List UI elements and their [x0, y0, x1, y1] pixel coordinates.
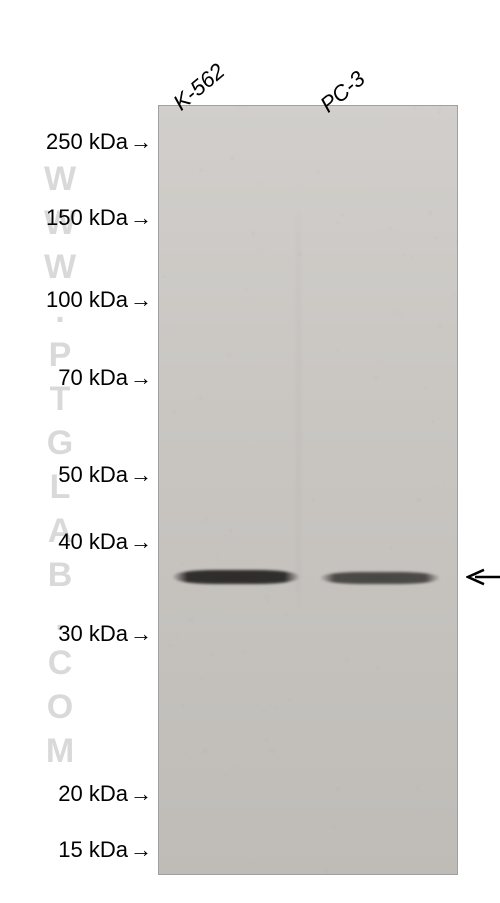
arrow-right-icon: →: [130, 365, 152, 391]
mw-marker-label: 150 kDa→: [46, 205, 152, 231]
mw-marker-text: 70 kDa: [58, 365, 128, 390]
mw-marker-text: 40 kDa: [58, 529, 128, 554]
arrow-right-icon: →: [130, 205, 152, 231]
mw-marker-label: 70 kDa→: [58, 365, 152, 391]
protein-band: [320, 572, 440, 584]
mw-marker-label: 40 kDa→: [58, 529, 152, 555]
blot-streak: [296, 210, 301, 610]
arrow-right-icon: →: [130, 129, 152, 155]
mw-marker-text: 50 kDa: [58, 462, 128, 487]
mw-marker-label: 30 kDa→: [58, 621, 152, 647]
target-band-arrow: [466, 566, 500, 588]
mw-marker-label: 100 kDa→: [46, 287, 152, 313]
mw-marker-label: 20 kDa→: [58, 781, 152, 807]
mw-marker-label: 15 kDa→: [58, 837, 152, 863]
arrow-right-icon: →: [130, 837, 152, 863]
mw-marker-text: 15 kDa: [58, 837, 128, 862]
western-blot-figure: WWW.PTGLAB.COM K-562PC-3250 kDa→150 kDa→…: [0, 0, 500, 903]
arrow-right-icon: →: [130, 287, 152, 313]
mw-marker-text: 20 kDa: [58, 781, 128, 806]
arrow-right-icon: →: [130, 462, 152, 488]
arrow-right-icon: →: [130, 529, 152, 555]
mw-marker-text: 100 kDa: [46, 287, 128, 312]
mw-marker-label: 250 kDa→: [46, 129, 152, 155]
arrow-right-icon: →: [130, 621, 152, 647]
protein-band: [172, 570, 300, 584]
mw-marker-text: 30 kDa: [58, 621, 128, 646]
arrow-right-icon: →: [130, 781, 152, 807]
mw-marker-label: 50 kDa→: [58, 462, 152, 488]
blot-background: [158, 105, 458, 875]
mw-marker-text: 250 kDa: [46, 129, 128, 154]
blot-membrane: [158, 105, 458, 875]
mw-marker-text: 150 kDa: [46, 205, 128, 230]
